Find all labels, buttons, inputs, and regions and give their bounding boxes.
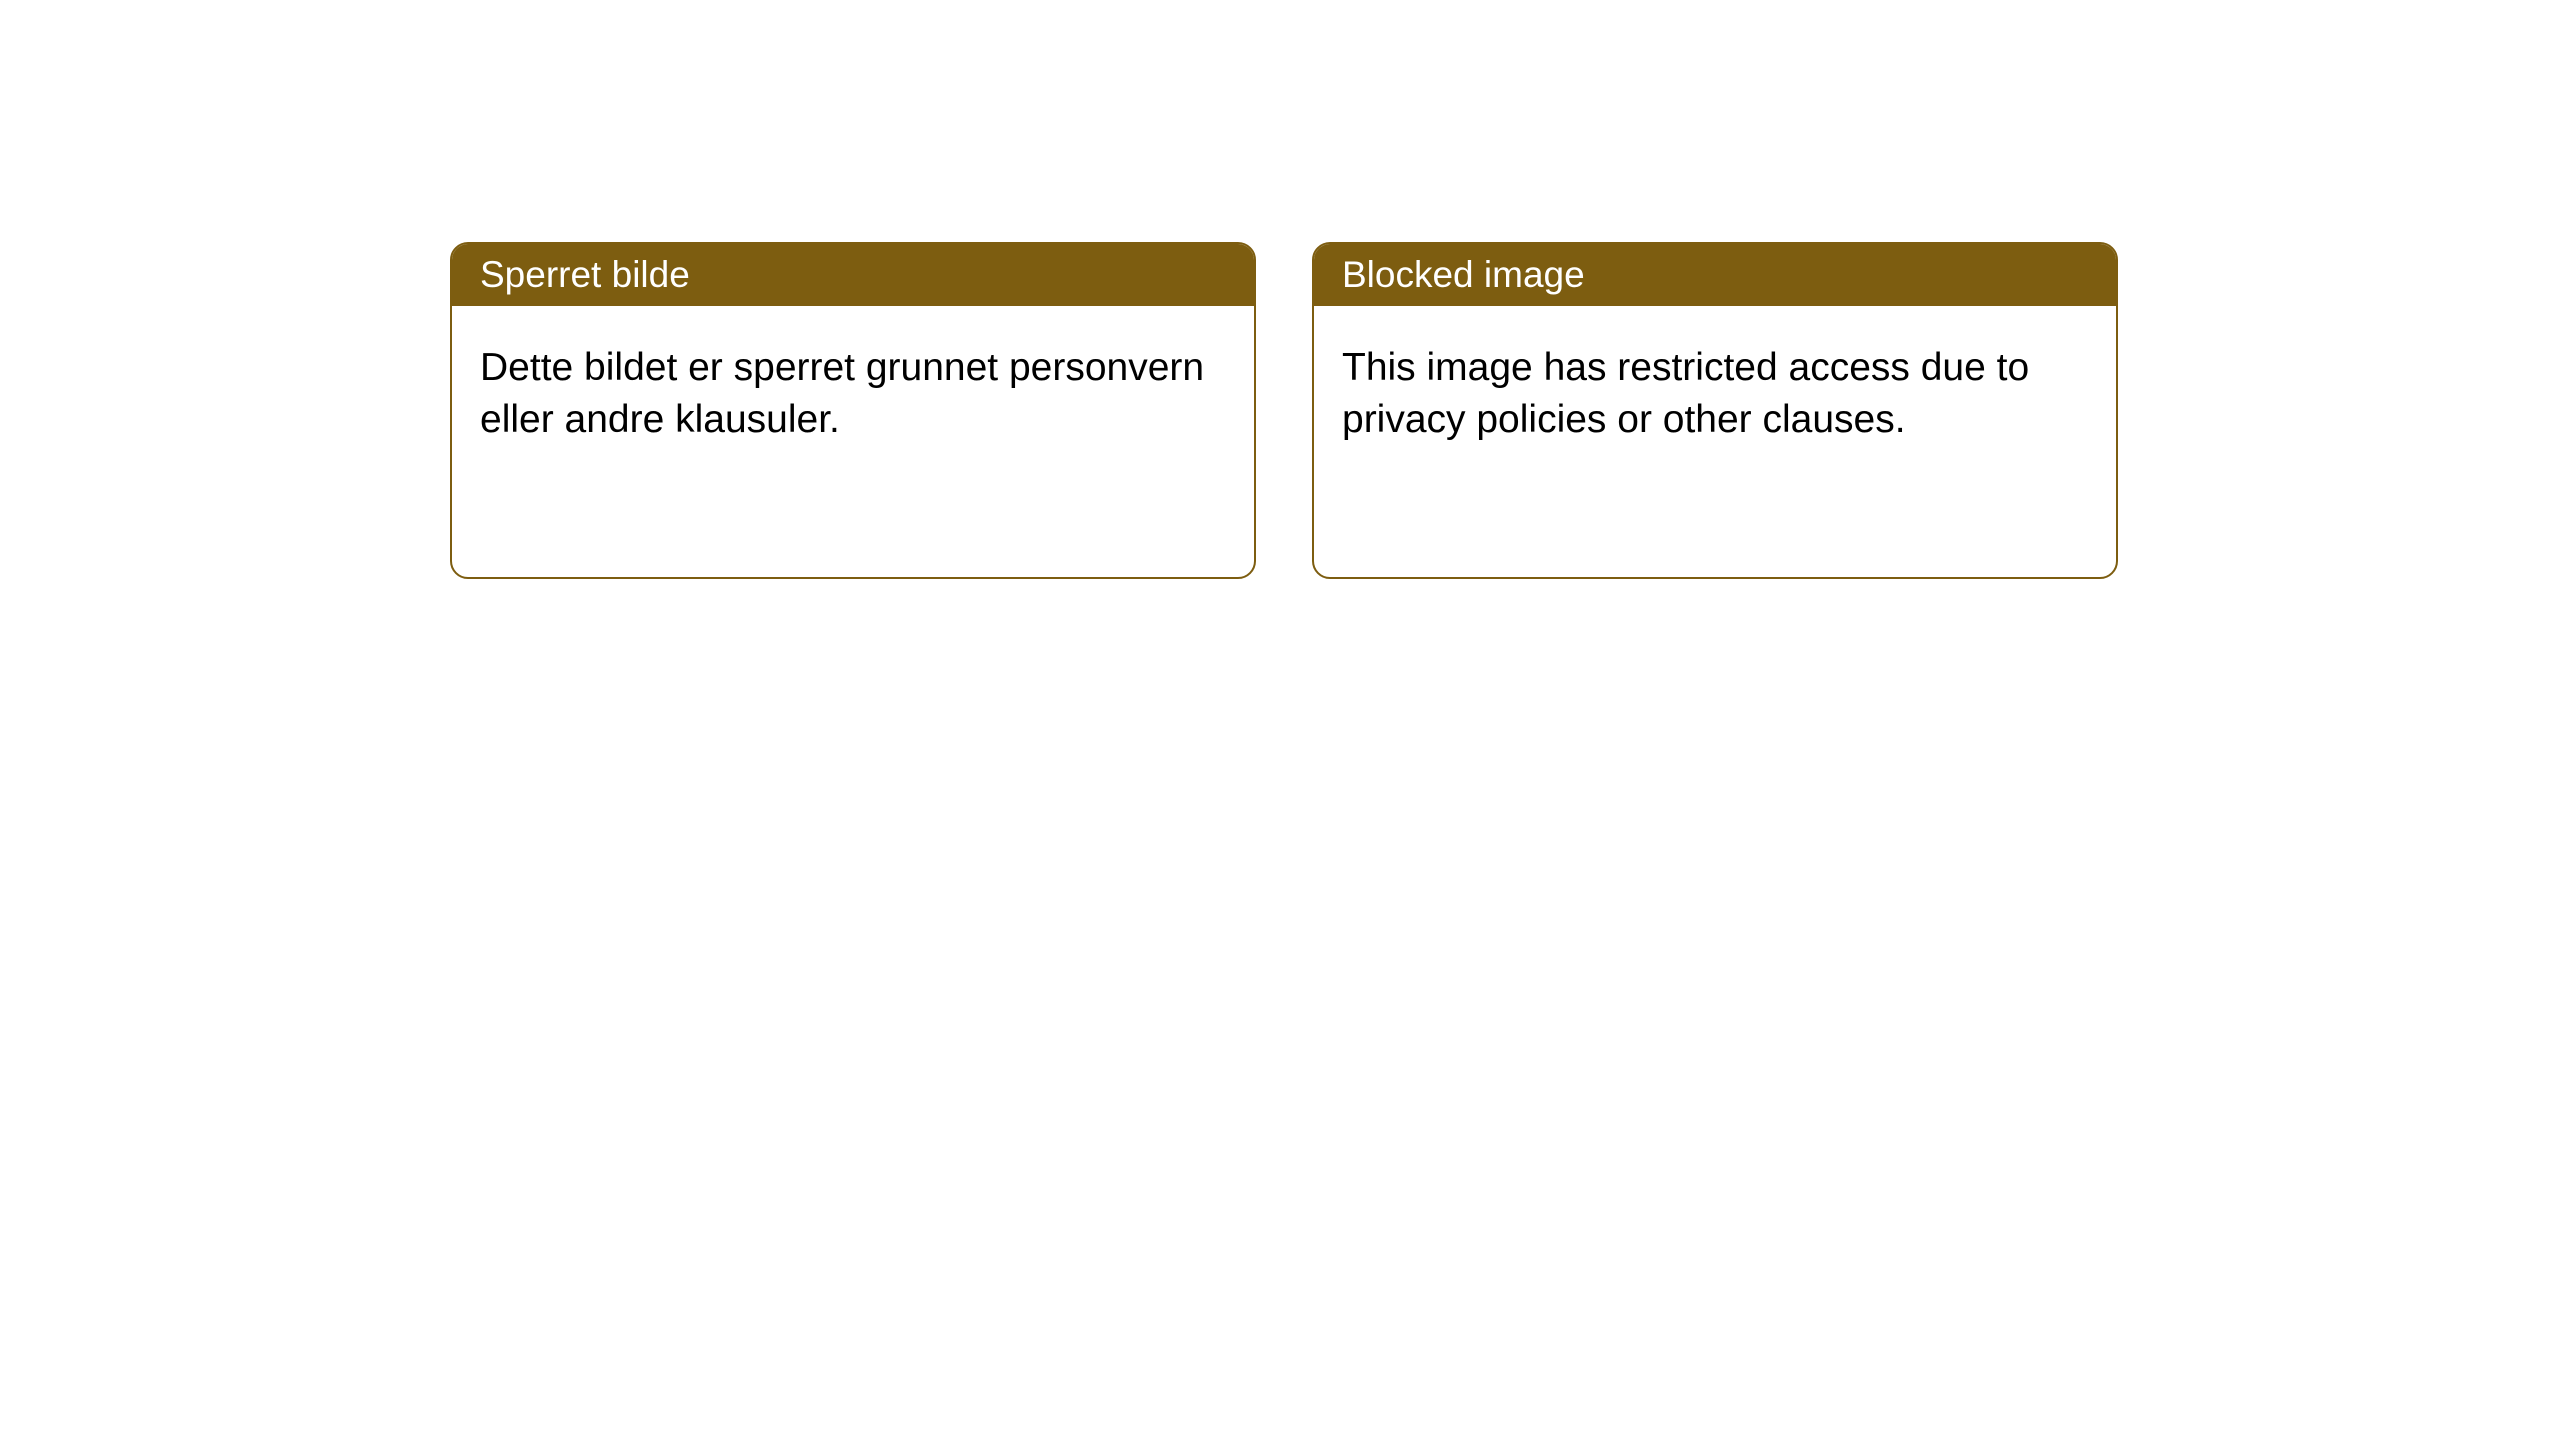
card-body: Dette bildet er sperret grunnet personve…	[452, 306, 1254, 483]
notice-card-norwegian: Sperret bilde Dette bildet er sperret gr…	[450, 242, 1256, 579]
card-body: This image has restricted access due to …	[1314, 306, 2116, 483]
card-title: Sperret bilde	[480, 254, 690, 295]
card-body-text: This image has restricted access due to …	[1342, 346, 2029, 441]
card-body-text: Dette bildet er sperret grunnet personve…	[480, 346, 1204, 441]
card-header: Sperret bilde	[452, 244, 1254, 306]
notice-container: Sperret bilde Dette bildet er sperret gr…	[0, 0, 2560, 579]
notice-card-english: Blocked image This image has restricted …	[1312, 242, 2118, 579]
card-title: Blocked image	[1342, 254, 1585, 295]
card-header: Blocked image	[1314, 244, 2116, 306]
